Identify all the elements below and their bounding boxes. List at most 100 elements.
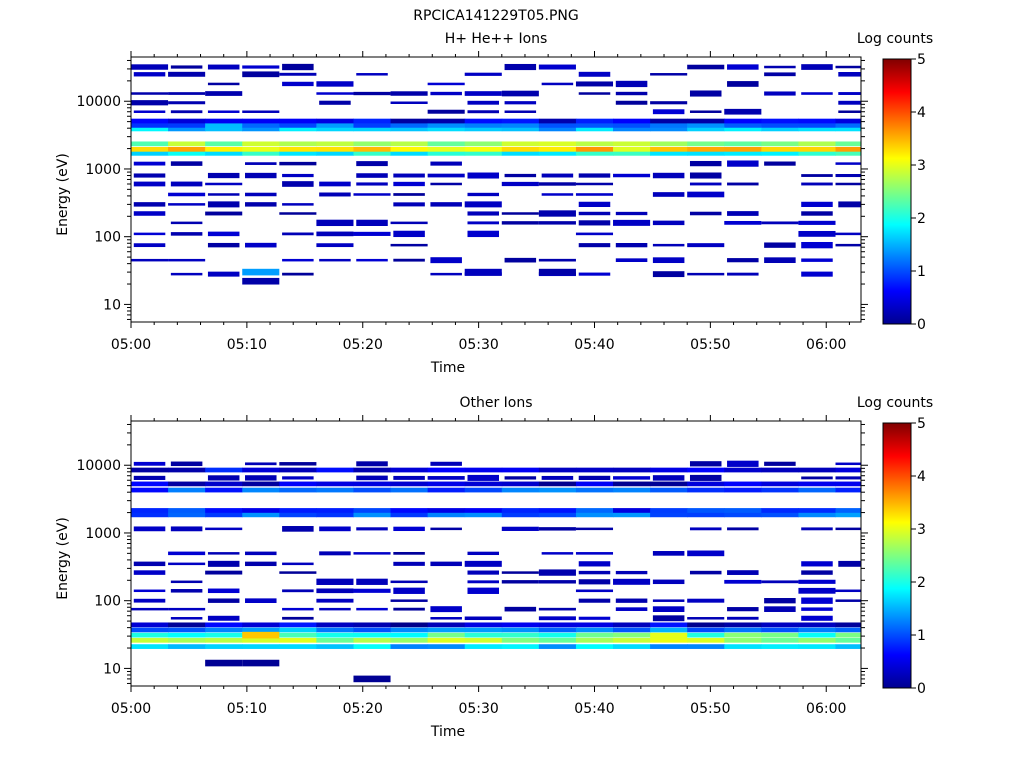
heatmap-cell [464,644,503,649]
heatmap-cell [801,211,833,216]
heatmap-cell [390,221,428,225]
heatmap-cell [835,481,861,487]
heatmap-cell [170,232,203,236]
heatmap-cell [170,110,203,114]
panel-title: Other Ions [459,395,532,411]
heatmap-cell [430,461,462,466]
heatmap-cell [464,141,503,147]
colorbar-tick-label: 1 [917,264,926,280]
heatmap-cell [835,589,861,593]
heatmap-cell [282,258,314,262]
heatmap-cell [279,512,317,518]
heatmap-cell [650,481,688,487]
heatmap-cell [650,73,688,76]
heatmap-cell [427,487,466,493]
heatmap-cell [504,606,537,612]
heatmap-cell [687,508,725,513]
heatmap-cell [205,644,243,649]
heatmap-cell [801,561,833,567]
heatmap-cell [467,587,500,594]
heatmap-cell [279,462,317,466]
heatmap-cell [764,72,796,77]
heatmap-cell [687,637,725,643]
heatmap-cell [761,644,799,649]
heatmap-cell [467,192,500,197]
heatmap-cell [761,123,799,128]
heatmap-cell [353,146,392,152]
heatmap-cell [356,173,388,178]
heatmap-cell [689,160,722,167]
heatmap-cell [316,231,354,237]
heatmap-cell [575,182,614,186]
heatmap-cell [427,82,465,86]
heatmap-cell [131,607,169,611]
heatmap-cell [575,508,614,513]
heatmap-cell [131,118,169,124]
heatmap-cell [168,141,206,147]
heatmap-cell [282,181,314,187]
heatmap-cell [687,272,725,276]
heatmap-cell [133,243,166,248]
heatmap-cell [575,632,614,638]
heatmap-cell [168,637,206,643]
heatmap-cell [687,481,725,487]
heatmap-cell [353,637,392,643]
heatmap-cell [168,146,206,152]
heatmap-cell [724,150,762,156]
heatmap-cell [652,172,685,179]
heatmap-cell [615,258,648,263]
heatmap-cell [427,508,466,513]
heatmap-cell [838,201,861,208]
heatmap-cell [205,141,243,147]
heatmap-cell [464,632,503,638]
heatmap-cell [245,172,277,179]
heatmap-cell [835,599,861,602]
heatmap-cell [504,110,537,113]
heatmap-cell [390,146,429,152]
heatmap-cell [242,467,280,473]
heatmap-cell [578,561,611,567]
heatmap-cell [687,118,725,124]
heatmap-cell [835,162,861,165]
heatmap-cell [316,123,354,128]
y-axis-label: Energy (eV) [55,153,71,236]
heatmap-cell [613,487,651,493]
heatmap-cell [687,627,725,633]
heatmap-cell [575,146,614,152]
heatmap-cell [501,481,540,487]
heatmap-cell [353,467,392,473]
heatmap-cell [168,632,206,638]
heatmap-cell [575,644,614,649]
heatmap-cell [687,598,725,603]
heatmap-cell [467,110,500,114]
heatmap-cell [242,627,280,633]
heatmap-cell [761,508,799,513]
heatmap-cell [279,637,317,643]
heatmap-cell [541,173,574,178]
heatmap-cell [764,598,796,604]
heatmap-cell [538,580,576,584]
heatmap-cell [131,487,169,493]
heatmap-cell [650,632,688,640]
x-tick-label: 05:50 [690,337,730,353]
heatmap-cell [835,118,861,124]
heatmap-cell [761,467,799,473]
heatmap-cell [615,100,648,105]
heatmap-cell [689,461,722,467]
heatmap-cell [279,632,317,638]
heatmap-cell [353,627,392,633]
x-tick-label: 05:10 [227,337,267,353]
heatmap-cell [467,221,500,225]
heatmap-cell [207,82,240,86]
heatmap-cell [613,467,651,473]
heatmap-cell [390,467,429,473]
heatmap-cell [538,141,577,147]
heatmap-cell [724,622,762,628]
y-axis-label: Energy (eV) [55,517,71,600]
heatmap-cell [538,622,577,628]
heatmap-cell [613,126,651,132]
heatmap-cell [168,627,206,633]
x-tick-label: 05:40 [574,337,614,353]
heatmap-cell [687,550,725,557]
heatmap-cell [390,637,429,643]
